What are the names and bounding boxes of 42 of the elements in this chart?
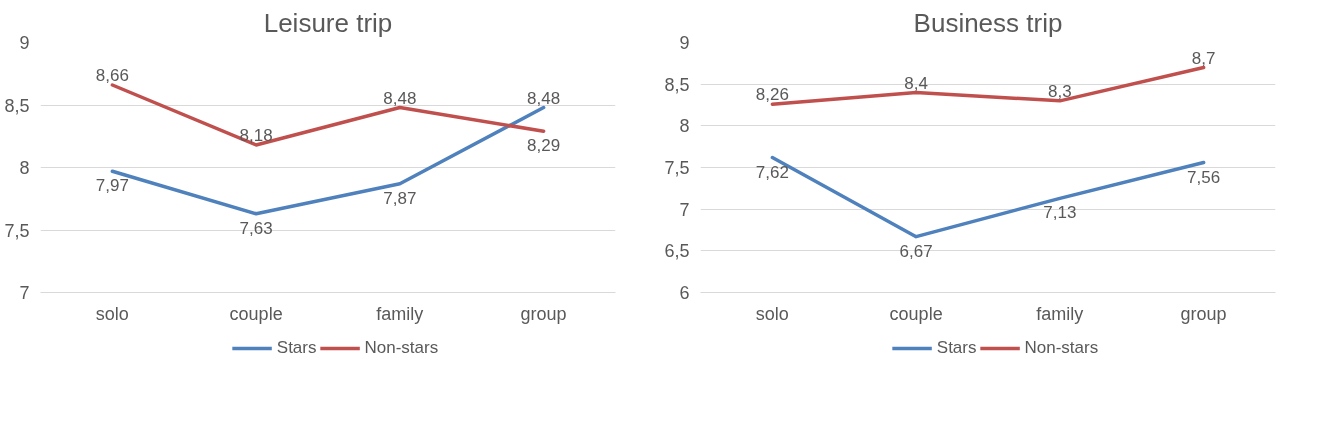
x-tick-label: family bbox=[376, 303, 424, 324]
legend-label: Stars bbox=[936, 338, 977, 358]
x-tick-label: couple bbox=[229, 303, 283, 324]
data-label: 8,48 bbox=[527, 88, 561, 108]
y-tick-label: 9 bbox=[19, 33, 30, 53]
data-label: 7,97 bbox=[95, 176, 129, 196]
data-label: 8,66 bbox=[95, 66, 129, 85]
data-label: 8,29 bbox=[527, 136, 561, 156]
data-label: 8,4 bbox=[904, 73, 928, 93]
data-label: 7,63 bbox=[239, 218, 273, 238]
y-tick-label: 9 bbox=[679, 33, 690, 53]
y-tick-label: 8,5 bbox=[664, 74, 690, 95]
data-label: 8,7 bbox=[1191, 48, 1216, 68]
data-label: 8,48 bbox=[383, 88, 417, 108]
y-tick-label: 8 bbox=[679, 116, 690, 137]
data-label: 7,87 bbox=[383, 188, 417, 208]
y-tick-label: 7,5 bbox=[664, 158, 690, 178]
data-label: 8,3 bbox=[1048, 81, 1072, 101]
x-tick-label: couple bbox=[889, 303, 943, 324]
x-tick-label: group bbox=[520, 303, 567, 324]
x-tick-label: solo bbox=[755, 303, 789, 324]
data-label: 6,67 bbox=[899, 241, 933, 261]
data-label: 8,18 bbox=[239, 126, 273, 145]
y-tick-label: 7 bbox=[19, 283, 30, 303]
chart-title: Business trip bbox=[913, 7, 1063, 38]
legend-label: Non-stars bbox=[364, 338, 439, 358]
x-tick-label: family bbox=[1036, 303, 1084, 324]
y-tick-label: 8,5 bbox=[4, 95, 30, 116]
legend-label: Non-stars bbox=[1024, 338, 1099, 358]
data-label: 7,56 bbox=[1187, 167, 1221, 187]
y-tick-label: 6 bbox=[679, 283, 690, 303]
y-tick-label: 6,5 bbox=[664, 241, 690, 262]
data-label: 7,13 bbox=[1043, 203, 1077, 223]
y-tick-label: 7 bbox=[679, 199, 690, 220]
data-label: 8,26 bbox=[755, 85, 789, 105]
y-tick-label: 8 bbox=[19, 158, 30, 178]
chart-title: Leisure trip bbox=[263, 7, 393, 38]
x-tick-label: group bbox=[1180, 303, 1227, 324]
legend-label: Stars bbox=[276, 338, 317, 358]
x-tick-label: solo bbox=[95, 303, 129, 324]
data-label: 7,62 bbox=[755, 162, 789, 182]
y-tick-label: 7,5 bbox=[4, 220, 30, 241]
